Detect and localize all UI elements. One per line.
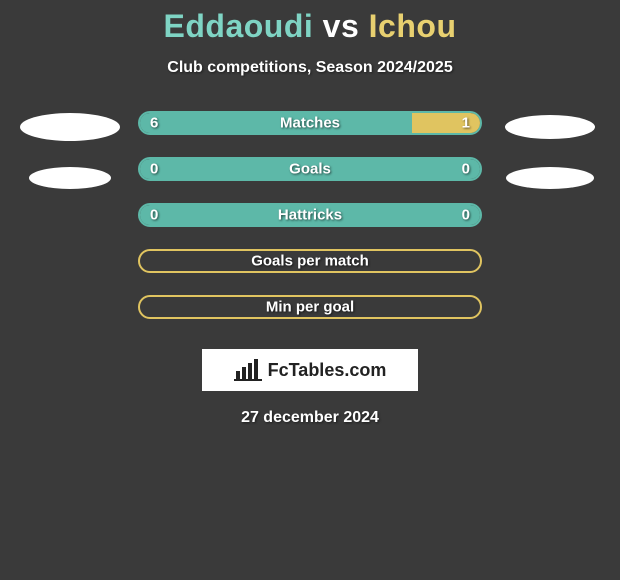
stat-value-left: 0 bbox=[150, 207, 158, 224]
avatar-placeholder bbox=[29, 167, 111, 189]
source-logo: FcTables.com bbox=[202, 349, 418, 391]
subtitle: Club competitions, Season 2024/2025 bbox=[167, 59, 452, 77]
left-ellipse-column bbox=[20, 111, 120, 189]
bar-chart-icon bbox=[234, 359, 262, 381]
stat-value-right: 1 bbox=[462, 115, 470, 132]
right-ellipse-column bbox=[500, 111, 600, 189]
stat-label: Min per goal bbox=[266, 299, 354, 316]
logo-text: FcTables.com bbox=[268, 360, 387, 381]
avatar-placeholder bbox=[505, 115, 595, 139]
stat-value-right: 0 bbox=[462, 207, 470, 224]
stat-value-left: 6 bbox=[150, 115, 158, 132]
player2-name: Ichou bbox=[369, 8, 457, 44]
stat-label: Goals per match bbox=[251, 253, 369, 270]
date-label: 27 december 2024 bbox=[241, 409, 379, 427]
avatar-placeholder bbox=[506, 167, 594, 189]
stat-bar: 6 1 Matches bbox=[138, 111, 482, 135]
stat-value-left: 0 bbox=[150, 161, 158, 178]
stat-bar: 0 0 Goals bbox=[138, 157, 482, 181]
stat-label: Goals bbox=[289, 161, 331, 178]
player1-name: Eddaoudi bbox=[164, 8, 314, 44]
stat-value-right: 0 bbox=[462, 161, 470, 178]
comparison-card: Eddaoudi vs Ichou Club competitions, Sea… bbox=[0, 0, 620, 427]
stat-label: Hattricks bbox=[278, 207, 342, 224]
stat-bar: 0 0 Hattricks bbox=[138, 203, 482, 227]
stat-bars: 6 1 Matches 0 0 Goals 0 0 Hattricks Goals per mat… bbox=[138, 111, 482, 319]
stat-bar: Goals per match bbox=[138, 249, 482, 273]
stat-bar: Min per goal bbox=[138, 295, 482, 319]
stat-label: Matches bbox=[280, 115, 340, 132]
avatar-placeholder bbox=[20, 113, 120, 141]
title: Eddaoudi vs Ichou bbox=[164, 8, 457, 45]
bar-fill-left bbox=[140, 113, 412, 133]
vs-label: vs bbox=[323, 8, 360, 44]
comparison-body: 6 1 Matches 0 0 Goals 0 0 Hattricks Goals per mat… bbox=[0, 111, 620, 319]
